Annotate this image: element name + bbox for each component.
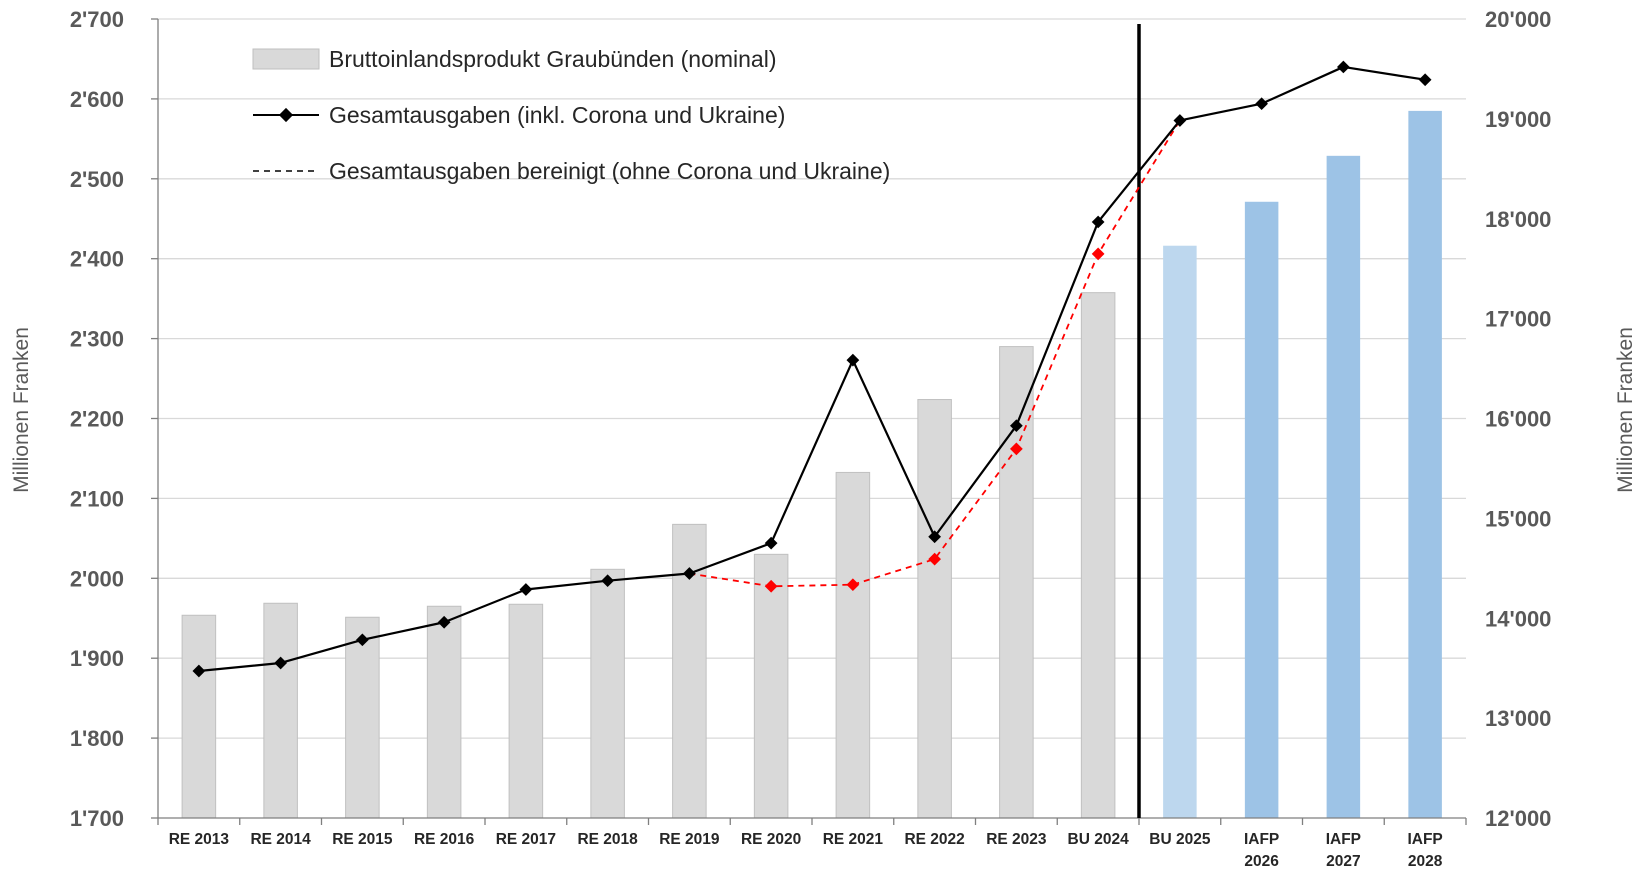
- left-tick-label: 2'700: [70, 7, 124, 32]
- category-label: RE 2017: [496, 831, 556, 848]
- category-labels: RE 2013 RE 2014 RE 2015 RE 2016 RE 2017 RE 20…: [169, 831, 1443, 870]
- right-tick-label: 19'000: [1485, 107, 1551, 132]
- right-tick-label: 20'000: [1485, 7, 1551, 32]
- right-tick-label: 12'000: [1485, 806, 1551, 831]
- bar: [263, 602, 298, 819]
- category-label: RE 2022: [904, 831, 964, 848]
- right-axis-title: Millionen Franken: [1614, 327, 1637, 493]
- category-label: IAFP: [1326, 831, 1361, 848]
- total-expenditure-line: [198, 65, 1426, 673]
- category-label: 2028: [1408, 853, 1443, 870]
- left-tick-label: 1'700: [70, 806, 124, 831]
- left-tick-label: 2'600: [70, 87, 124, 112]
- right-axis-ticks: 12'000 13'000 14'000 15'000 16'000 17'000 18'0…: [1485, 7, 1551, 831]
- bar: [1163, 245, 1197, 818]
- bar: [345, 616, 380, 819]
- total-expenditure-point: [1337, 60, 1350, 74]
- category-label: IAFP: [1244, 831, 1279, 848]
- category-label: RE 2016: [414, 831, 475, 848]
- bar: [508, 603, 544, 819]
- bar: [753, 553, 789, 819]
- total-expenditure-point: [764, 536, 778, 550]
- left-tick-label: 2'000: [70, 566, 124, 591]
- bar: [590, 568, 625, 819]
- left-tick-label: 2'500: [70, 167, 124, 192]
- category-label: RE 2015: [332, 831, 393, 848]
- bar: [917, 399, 952, 819]
- category-label: RE 2019: [659, 831, 720, 848]
- right-tick-label: 17'000: [1485, 307, 1551, 332]
- category-label: 2027: [1326, 853, 1360, 870]
- left-tick-label: 2'300: [70, 327, 124, 352]
- bar: [1326, 155, 1361, 819]
- legend-swatch-bar: [252, 48, 320, 70]
- legend-label-dashed: Gesamtausgaben bereinigt (ohne Corona un…: [329, 158, 890, 184]
- left-tick-label: 2'100: [70, 486, 124, 511]
- legend-label-line: Gesamtausgaben (inkl. Corona und Ukraine…: [329, 102, 785, 128]
- total-expenditure-point: [1418, 73, 1432, 87]
- left-tick-label: 1'800: [70, 726, 124, 751]
- category-label: RE 2023: [986, 831, 1047, 848]
- category-label: RE 2018: [577, 831, 638, 848]
- right-tick-label: 18'000: [1485, 207, 1551, 232]
- total-expenditure-point: [519, 583, 533, 596]
- bar: [1080, 292, 1116, 819]
- legend-label-bar: Bruttoinlandsprodukt Graubünden (nominal…: [329, 46, 777, 72]
- category-label: BU 2025: [1149, 831, 1211, 848]
- bar: [835, 471, 871, 819]
- legend: Bruttoinlandsprodukt Graubünden (nominal…: [252, 46, 890, 184]
- legend-swatch-marker: [278, 107, 294, 123]
- category-label: RE 2020: [741, 831, 801, 848]
- left-tick-label: 2'200: [70, 407, 124, 432]
- bar: [999, 346, 1034, 819]
- category-label: IAFP: [1407, 831, 1442, 848]
- category-label: RE 2014: [250, 831, 311, 848]
- right-tick-label: 15'000: [1485, 506, 1551, 531]
- left-axis-ticks: 1'700 1'800 1'900 2'000 2'100 2'200 2'300 2'400…: [70, 7, 124, 831]
- axes: [151, 18, 1467, 825]
- left-axis-title: Millionen Franken: [10, 327, 33, 493]
- bar: [181, 614, 217, 819]
- category-label: RE 2013: [169, 831, 230, 848]
- left-tick-label: 2'400: [70, 247, 124, 272]
- left-tick-label: 1'900: [70, 646, 124, 671]
- bar-series: [181, 110, 1442, 819]
- right-tick-label: 14'000: [1485, 606, 1551, 631]
- category-label: BU 2024: [1068, 831, 1130, 848]
- category-label: 2026: [1244, 853, 1279, 870]
- bar: [1244, 201, 1279, 819]
- right-tick-label: 16'000: [1485, 407, 1551, 432]
- bar: [1408, 110, 1442, 818]
- category-label: RE 2021: [823, 831, 884, 848]
- bar: [426, 605, 462, 819]
- total-expenditure-point: [846, 353, 860, 367]
- right-tick-label: 13'000: [1485, 706, 1551, 731]
